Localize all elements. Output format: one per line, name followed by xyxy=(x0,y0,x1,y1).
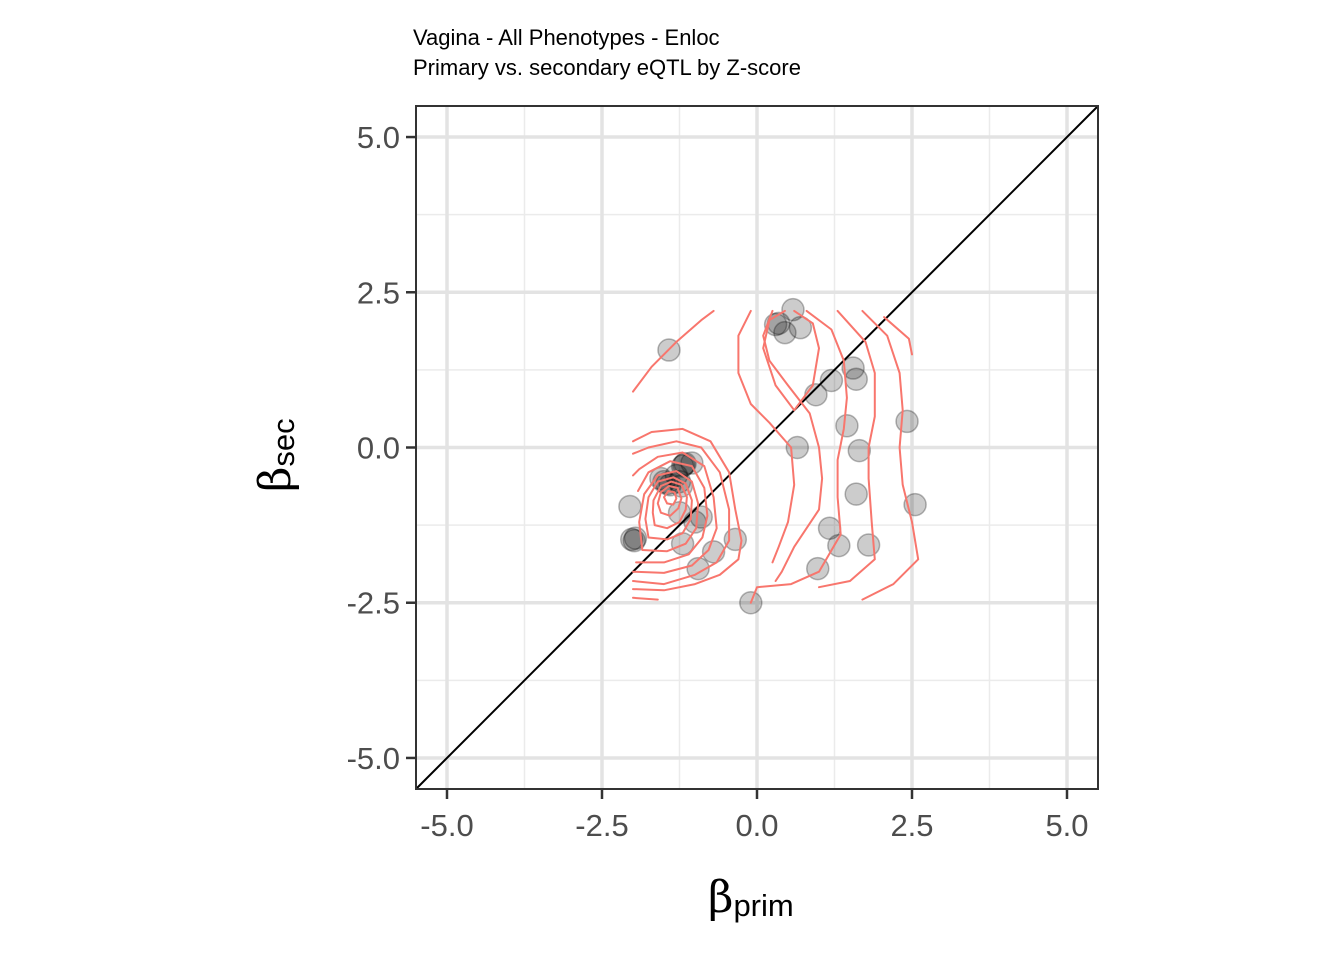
data-point xyxy=(620,527,644,552)
x-tick-label: -5.0 xyxy=(420,808,473,843)
data-point xyxy=(618,494,642,519)
data-point xyxy=(835,414,859,438)
y-axis-label: βsec xyxy=(250,418,301,492)
x-axis-symbol: β xyxy=(708,872,733,923)
contour-line xyxy=(737,309,796,564)
y-axis: -5.0 -2.5 0.0 2.5 5.0 xyxy=(347,120,416,776)
x-tick-label: -2.5 xyxy=(575,808,628,843)
x-axis-label: βprim xyxy=(708,872,794,923)
data-point xyxy=(844,482,868,506)
reference-line xyxy=(415,105,1099,790)
contour-line xyxy=(663,490,678,506)
y-tick-label: 5.0 xyxy=(357,120,400,155)
x-tick-label: 2.5 xyxy=(890,808,933,843)
reference-line-group xyxy=(415,105,1099,790)
data-point xyxy=(895,409,919,434)
density-contours xyxy=(632,309,920,604)
chart-title: Vagina - All Phenotypes - Enloc xyxy=(413,25,720,50)
contour-line xyxy=(762,309,824,582)
data-point xyxy=(847,438,872,463)
contour-line xyxy=(656,485,683,517)
contour-line xyxy=(762,309,820,412)
data-point xyxy=(844,367,868,391)
contour-line xyxy=(632,309,715,393)
data-point xyxy=(856,533,881,557)
data-point xyxy=(623,526,648,550)
contour-line xyxy=(644,476,693,541)
contour-line xyxy=(818,309,876,589)
contour-line xyxy=(632,451,718,574)
y-tick-label: -2.5 xyxy=(347,586,400,621)
data-point xyxy=(785,435,810,460)
y-tick-label: -5.0 xyxy=(347,741,400,776)
grid-major xyxy=(416,106,1098,789)
x-tick-label: 0.0 xyxy=(735,808,778,843)
data-point xyxy=(841,356,865,380)
data-point xyxy=(689,505,713,529)
y-tick-label: 0.0 xyxy=(357,431,400,466)
y-tick-label: 2.5 xyxy=(357,275,400,310)
contour-line xyxy=(749,309,848,604)
x-tick-label: 5.0 xyxy=(1045,808,1088,843)
contour-line xyxy=(861,309,920,601)
x-axis: -5.0 -2.5 0.0 2.5 5.0 xyxy=(420,789,1089,843)
contour-line xyxy=(635,460,709,564)
y-axis-symbol: β xyxy=(250,467,301,492)
data-point xyxy=(781,297,805,322)
x-axis-subscript: prim xyxy=(733,888,793,923)
data-point xyxy=(773,320,797,345)
contour-line xyxy=(883,316,913,356)
contour-line xyxy=(632,596,659,601)
data-point xyxy=(788,315,813,340)
y-axis-subscript: sec xyxy=(266,418,301,466)
contour-line xyxy=(651,480,688,530)
data-point xyxy=(827,533,851,558)
data-point xyxy=(819,368,844,393)
data-point xyxy=(723,527,748,552)
contour-line xyxy=(638,470,700,553)
data-point xyxy=(686,556,710,581)
chart-subtitle: Primary vs. secondary eQTL by Z-score xyxy=(413,55,801,80)
contour-line xyxy=(632,427,743,592)
contour-line xyxy=(632,440,731,586)
